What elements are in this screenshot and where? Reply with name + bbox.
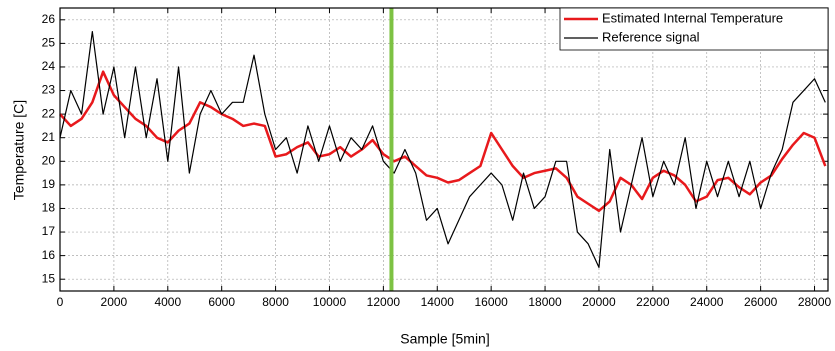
y-tick-label: 22 <box>42 106 56 120</box>
legend-box <box>559 7 829 51</box>
y-tick-label: 15 <box>42 271 56 285</box>
y-tick-label: 17 <box>42 224 56 238</box>
line-series <box>59 30 826 269</box>
x-tick-label: 22000 <box>636 295 670 309</box>
x-tick-label: 2000 <box>101 295 128 309</box>
y-tick-label: 23 <box>42 83 56 97</box>
y-tick-label: 25 <box>42 36 56 50</box>
line-series <box>59 70 827 213</box>
y-tick-label: 18 <box>42 201 56 215</box>
x-tick-label: 18000 <box>528 295 562 309</box>
plot-frame <box>59 7 829 292</box>
x-tick-label: 4000 <box>154 295 181 309</box>
x-tick-label: 6000 <box>208 295 235 309</box>
x-tick-label: 14000 <box>421 295 455 309</box>
x-axis-label: Sample [5min] <box>400 331 489 347</box>
x-tick-label: 0 <box>57 295 64 309</box>
y-tick-label: 24 <box>42 59 56 73</box>
x-tick-label: 12000 <box>367 295 401 309</box>
legend-label: Reference signal <box>602 29 700 44</box>
x-tick-label: 10000 <box>313 295 347 309</box>
y-tick-label: 26 <box>42 12 56 26</box>
y-tick-label: 21 <box>42 130 56 144</box>
y-tick-label: 19 <box>42 177 56 191</box>
x-tick-label: 24000 <box>690 295 724 309</box>
legend-label: Estimated Internal Temperature <box>602 10 783 25</box>
x-tick-label: 28000 <box>798 295 832 309</box>
y-tick-label: 16 <box>42 248 56 262</box>
y-axis-label: Temperature [C] <box>11 100 27 200</box>
x-tick-label: 8000 <box>262 295 289 309</box>
x-tick-label: 20000 <box>582 295 616 309</box>
x-tick-label: 26000 <box>744 295 778 309</box>
x-tick-label: 16000 <box>474 295 508 309</box>
y-tick-label: 20 <box>42 153 56 167</box>
